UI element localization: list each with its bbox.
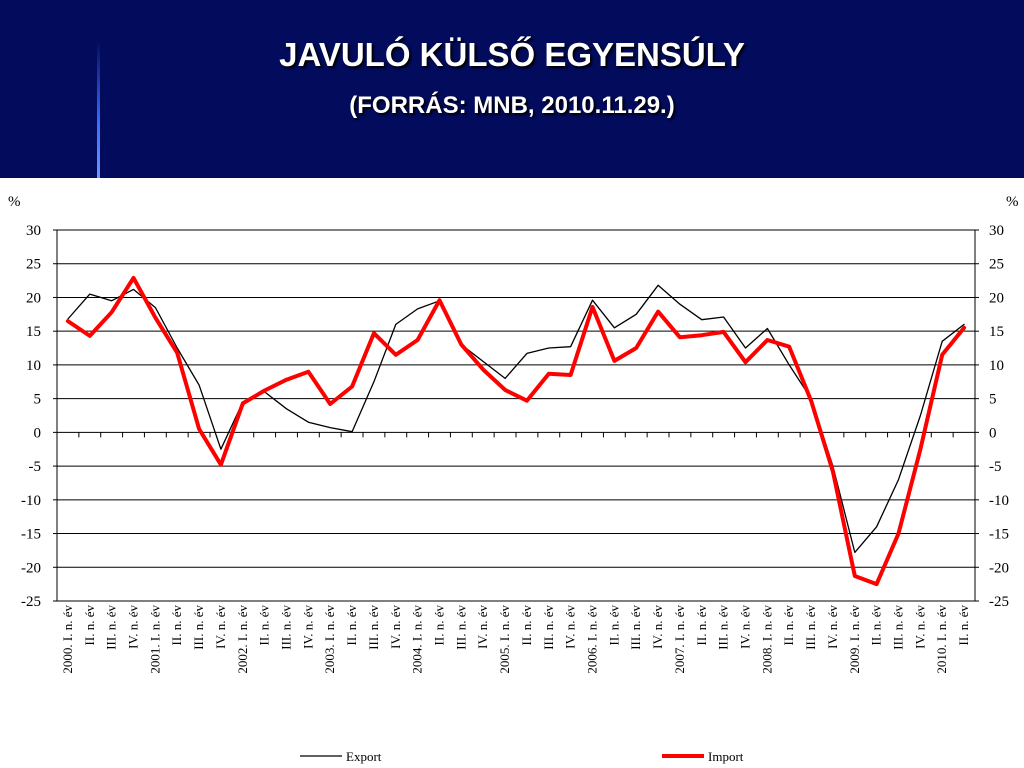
y-tick-label: -5: [989, 459, 1002, 475]
x-category-label: II. n. év: [169, 605, 184, 646]
y-tick-label: 30: [26, 223, 41, 239]
x-category-label: II. n. év: [606, 605, 621, 646]
x-category-label: II. n. év: [519, 605, 534, 646]
x-category-label: 2001. I. n. év: [147, 605, 162, 674]
y-tick-label: -10: [989, 493, 1009, 509]
x-category-label: 2002. I. n. év: [235, 605, 250, 674]
y-tick-label: 15: [989, 324, 1004, 340]
line-chart: 30 25 20 15 10 5 0 -5 -10 -15 -20 -25% 30 25 20 15 10 5 0…: [8, 194, 1019, 764]
x-category-label: IV. n. év: [650, 605, 665, 649]
accent-line: [97, 40, 100, 178]
y-tick-label: -20: [21, 560, 41, 576]
legend: Export Import: [300, 749, 744, 764]
x-category-label: III. n. év: [541, 605, 556, 650]
grid-lines: [56, 229, 976, 602]
x-category-label: III. n. év: [803, 605, 818, 650]
y-tick-label: 10: [989, 358, 1004, 374]
x-category-label: II. n. év: [432, 605, 447, 646]
y-tick-label: -15: [21, 527, 41, 543]
x-category-label: IV. n. év: [300, 605, 315, 649]
x-category-label: 2008. I. n. év: [759, 605, 774, 674]
y-tick-label: 5: [34, 392, 42, 408]
x-category-label: 2000. I. n. év: [60, 605, 75, 674]
right-y-axis: 30 25 20 15 10 5 0 -5 -10 -15 -20 -25%: [975, 194, 1019, 610]
series-line-import: [65, 275, 967, 587]
chart-area: 30 25 20 15 10 5 0 -5 -10 -15 -20 -25% 30 25 20 15 10 5 0…: [0, 178, 1024, 768]
x-category-label: IV. n. év: [388, 605, 403, 649]
y-tick-label: 0: [34, 425, 42, 441]
x-category-label: III. n. év: [453, 605, 468, 650]
y-tick-label: -20: [989, 560, 1009, 576]
x-category-label: III. n. év: [716, 605, 731, 650]
y-tick-label: 30: [989, 223, 1004, 239]
x-category-label: III. n. év: [279, 605, 294, 650]
x-category-label: II. n. év: [82, 605, 97, 646]
x-category-label: II. n. év: [781, 605, 796, 646]
y-tick-label: -25: [989, 594, 1009, 610]
x-category-label: 2004. I. n. év: [410, 605, 425, 674]
x-category-label: IV. n. év: [912, 605, 927, 649]
x-category-label: II. n. év: [344, 605, 359, 646]
y-tick-label: 20: [989, 290, 1004, 306]
y-tick-label: 20: [26, 290, 41, 306]
y-tick-label: 5: [989, 392, 997, 408]
x-category-label: 2009. I. n. év: [847, 605, 862, 674]
y-tick-label: 0: [989, 425, 997, 441]
x-category-label: 2007. I. n. év: [672, 605, 687, 674]
series-lines: [65, 275, 967, 587]
x-category-label: IV. n. év: [563, 605, 578, 649]
x-category-label: 2006. I. n. év: [585, 605, 600, 674]
legend-label-export: Export: [346, 749, 382, 764]
x-category-label: IV. n. év: [825, 605, 840, 649]
x-category-label: III. n. év: [628, 605, 643, 650]
x-category-label: 2010. I. n. év: [934, 605, 949, 674]
y-tick-label: 15: [26, 324, 41, 340]
x-category-label: II. n. év: [694, 605, 709, 646]
x-category-label: 2003. I. n. év: [322, 605, 337, 674]
y-axis-unit-label: %: [8, 194, 21, 210]
y-tick-label: -10: [21, 493, 41, 509]
series-line-export: [67, 284, 965, 554]
y-tick-label: -15: [989, 527, 1009, 543]
slide-title: JAVULÓ KÜLSŐ EGYENSÚLY: [279, 36, 745, 73]
y-tick-label: 25: [26, 257, 41, 273]
x-category-label: IV. n. év: [475, 605, 490, 649]
y-tick-label: -25: [21, 594, 41, 610]
x-category-label: IV. n. év: [126, 605, 141, 649]
x-category-label: II. n. év: [869, 605, 884, 646]
y-axis-unit-label: %: [1006, 194, 1019, 210]
x-category-label: III. n. év: [191, 605, 206, 650]
left-y-axis: 30 25 20 15 10 5 0 -5 -10 -15 -20 -25%: [8, 194, 57, 610]
y-tick-label: 10: [26, 358, 41, 374]
slide-subtitle: (FORRÁS: MNB, 2010.11.29.): [349, 92, 675, 119]
x-category-label: IV. n. év: [213, 605, 228, 649]
x-category-label: III. n. év: [891, 605, 906, 650]
x-category-label: II. n. év: [257, 605, 272, 646]
x-tick-marks: [78, 432, 954, 438]
x-category-label: II. n. év: [956, 605, 971, 646]
legend-label-import: Import: [708, 749, 744, 764]
x-category-label: III. n. év: [366, 605, 381, 650]
slide-header: JAVULÓ KÜLSŐ EGYENSÚLY (FORRÁS: MNB, 201…: [0, 0, 1024, 178]
x-category-labels: 2000. I. n. év II. n. év III. n. év IV. n. …: [60, 605, 971, 674]
y-tick-label: 25: [989, 257, 1004, 273]
x-category-label: III. n. év: [104, 605, 119, 650]
y-tick-label: -5: [29, 459, 42, 475]
x-category-label: 2005. I. n. év: [497, 605, 512, 674]
x-category-label: IV. n. év: [738, 605, 753, 649]
